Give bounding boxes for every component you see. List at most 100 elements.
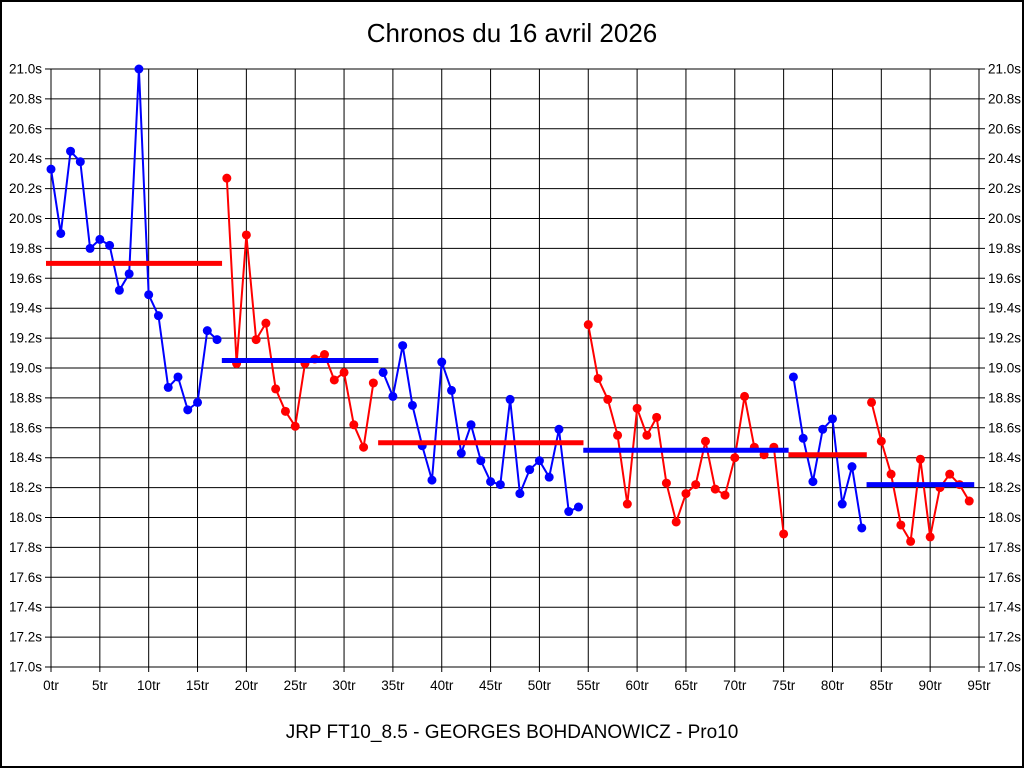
y-axis-label-left: 20.2s <box>9 181 42 196</box>
lap-point-manche-3 <box>398 341 408 351</box>
lap-point-manche-2 <box>329 375 339 385</box>
chart-title: Chronos du 16 avril 2026 <box>366 18 658 48</box>
lap-point-manche-1 <box>75 157 85 167</box>
chart-footer: JRP FT10_8.5 - GEORGES BOHDANOWICZ - Pro… <box>285 722 739 743</box>
x-axis-label: 45tr <box>479 678 503 693</box>
x-axis-label: 80tr <box>821 678 845 693</box>
lap-point-manche-2 <box>222 173 232 183</box>
lap-point-manche-3 <box>554 424 564 434</box>
lap-point-manche-6 <box>876 436 886 446</box>
lap-point-manche-5 <box>847 462 857 472</box>
y-axis-label-left: 18.6s <box>9 420 42 435</box>
x-axis-label: 25tr <box>284 678 308 693</box>
lap-point-manche-1 <box>163 382 173 392</box>
lap-point-manche-5 <box>798 433 808 443</box>
lap-point-manche-6 <box>867 397 877 407</box>
y-axis-label-left: 19.8s <box>9 241 42 256</box>
lap-point-manche-5 <box>857 523 867 533</box>
lap-point-manche-3 <box>388 391 398 401</box>
lap-point-manche-6 <box>886 469 896 479</box>
lap-point-manche-3 <box>525 465 535 475</box>
lap-point-manche-1 <box>56 228 66 238</box>
y-axis-label-right: 19.4s <box>988 301 1021 316</box>
lap-point-manche-3 <box>486 477 496 487</box>
lap-point-manche-2 <box>349 420 359 430</box>
lap-point-manche-2 <box>271 384 281 394</box>
lap-point-manche-3 <box>437 357 447 367</box>
plot-frame <box>50 68 980 668</box>
lap-point-manche-2 <box>339 367 349 377</box>
lap-point-manche-3 <box>427 475 437 485</box>
lap-point-manche-4 <box>710 484 720 494</box>
lap-point-manche-1 <box>114 285 124 295</box>
lap-point-manche-3 <box>515 489 525 499</box>
lap-point-manche-3 <box>544 472 554 482</box>
x-axis-label: 40tr <box>430 678 454 693</box>
x-axis-label: 10tr <box>137 678 161 693</box>
lap-point-manche-4 <box>779 529 789 539</box>
lap-point-manche-4 <box>603 394 613 404</box>
lap-point-manche-4 <box>661 478 671 488</box>
lap-point-manche-4 <box>652 412 662 422</box>
y-axis-label-right: 19.0s <box>988 361 1021 376</box>
y-axis-label-left: 17.4s <box>9 600 42 615</box>
y-axis-label-right: 18.6s <box>988 420 1021 435</box>
lap-point-manche-3 <box>378 367 388 377</box>
lap-point-manche-6 <box>915 454 925 464</box>
lap-point-manche-2 <box>261 318 271 328</box>
x-axis-label: 30tr <box>332 678 356 693</box>
x-axis-label: 20tr <box>235 678 259 693</box>
lap-point-manche-3 <box>534 456 544 466</box>
lap-line-manche-1 <box>50 68 218 412</box>
lap-point-manche-1 <box>173 372 183 382</box>
x-axis-label: 50tr <box>528 678 552 693</box>
lap-point-manche-4 <box>593 373 603 383</box>
lap-point-manche-1 <box>144 290 154 300</box>
lap-point-manche-4 <box>700 436 710 446</box>
lap-point-manche-2 <box>251 335 261 345</box>
lap-point-manche-4 <box>691 480 701 490</box>
y-axis-label-left: 18.0s <box>9 510 42 525</box>
y-axis-label-left: 17.8s <box>9 540 42 555</box>
lap-point-manche-1 <box>46 164 56 174</box>
y-axis-label-left: 19.2s <box>9 331 42 346</box>
x-axis-label: 85tr <box>870 678 894 693</box>
y-axis-label-right: 20.6s <box>988 121 1021 136</box>
lap-point-manche-1 <box>105 240 115 250</box>
lap-point-manche-6 <box>906 536 916 546</box>
lap-point-manche-3 <box>495 480 505 490</box>
lap-point-manche-2 <box>241 230 251 240</box>
lap-point-manche-4 <box>720 490 730 500</box>
y-axis-label-left: 21.0s <box>9 62 42 77</box>
x-axis-label: 60tr <box>625 678 649 693</box>
lap-point-manche-3 <box>505 394 515 404</box>
lap-line-manche-3 <box>382 345 579 514</box>
y-axis-label-left: 18.4s <box>9 450 42 465</box>
lap-point-manche-5 <box>788 372 798 382</box>
y-axis-label-right: 17.2s <box>988 630 1021 645</box>
lap-line-manche-6 <box>870 402 971 545</box>
y-axis-label-right: 17.0s <box>988 660 1021 675</box>
lap-point-manche-3 <box>456 448 466 458</box>
lap-point-manche-4 <box>632 403 642 413</box>
lap-point-manche-1 <box>183 405 193 415</box>
lap-point-manche-2 <box>368 378 378 388</box>
x-axis-label: 5tr <box>92 678 108 693</box>
y-axis-label-left: 18.2s <box>9 480 42 495</box>
y-axis-label-left: 20.4s <box>9 151 42 166</box>
lap-point-manche-4 <box>730 453 740 463</box>
lap-point-manche-4 <box>681 489 691 499</box>
lap-line-manche-5 <box>792 376 863 529</box>
y-axis-label-left: 20.8s <box>9 91 42 106</box>
lap-point-manche-1 <box>153 311 163 321</box>
lap-point-manche-1 <box>193 397 203 407</box>
lap-point-manche-1 <box>134 64 144 74</box>
x-axis-label: 95tr <box>967 678 991 693</box>
x-axis-label: 35tr <box>381 678 405 693</box>
y-axis-label-left: 19.4s <box>9 301 42 316</box>
lap-point-manche-3 <box>407 400 417 410</box>
lap-point-manche-4 <box>613 430 623 440</box>
y-axis-label-right: 18.0s <box>988 510 1021 525</box>
